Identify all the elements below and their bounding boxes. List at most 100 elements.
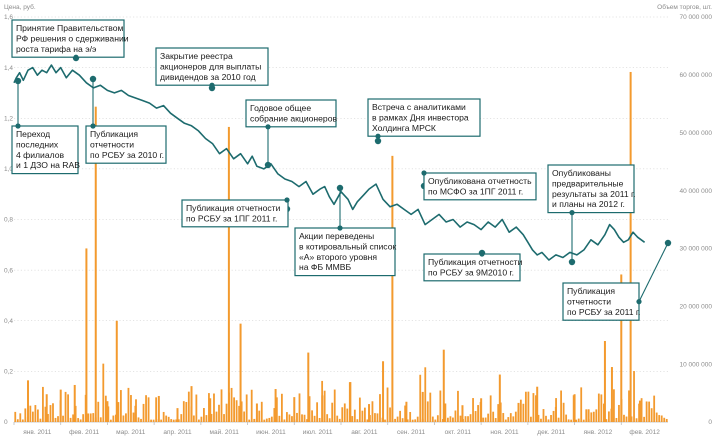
volume-bar-daily xyxy=(220,389,223,422)
volume-bar xyxy=(27,380,30,422)
volume-bar-daily xyxy=(389,407,391,422)
volume-bar xyxy=(227,126,230,422)
volume-bar-daily xyxy=(286,412,288,422)
volume-bar-daily xyxy=(592,411,595,422)
x-tick-label: фев. 2012 xyxy=(629,429,660,436)
annotation-text: в рамках Дня инвестора xyxy=(372,112,469,122)
annotation-anchor xyxy=(15,123,21,129)
volume-bar-daily xyxy=(444,403,447,422)
volume-bar-daily xyxy=(602,403,605,422)
volume-bar-daily xyxy=(379,394,381,422)
volume-bar-daily xyxy=(210,413,213,422)
volume-bar-daily xyxy=(449,416,452,422)
volume-bar-daily xyxy=(424,367,427,422)
volume-bar-daily xyxy=(645,401,648,422)
volume-bar-daily xyxy=(263,419,266,422)
annotation-frame xyxy=(11,19,125,58)
volume-bar-daily xyxy=(454,410,457,422)
annotation-anchor xyxy=(90,123,96,129)
volume-bar-daily xyxy=(650,408,653,422)
x-tick-label: янв. 2011 xyxy=(23,429,52,436)
volume-bar-daily xyxy=(49,405,52,422)
annotation-frame xyxy=(294,227,396,277)
annotation-marker xyxy=(374,137,382,145)
volume-bar-daily xyxy=(258,410,261,422)
volume-bar-daily xyxy=(487,413,490,422)
volume-bar-daily xyxy=(147,397,150,422)
annotation-text: предварительные xyxy=(552,178,624,188)
volume-bar-daily xyxy=(142,403,145,422)
volume-bar-daily xyxy=(250,389,253,422)
volume-bar-daily xyxy=(225,403,228,422)
volume-bar-daily xyxy=(658,415,661,422)
volume-bar-daily xyxy=(313,415,316,422)
volume-bar-daily xyxy=(406,419,409,422)
left-tick-label: 1,6 xyxy=(4,14,13,21)
volume-bar-daily xyxy=(472,398,474,422)
volume-bar-daily xyxy=(522,403,525,422)
volume-bar xyxy=(368,404,371,422)
volume-bar-daily xyxy=(633,371,635,422)
right-tick-label: 40 000 000 xyxy=(679,188,712,195)
volume-bar-daily xyxy=(421,418,424,422)
volume-bar-daily xyxy=(82,414,85,422)
volume-bar-daily xyxy=(575,419,578,422)
volume-bar xyxy=(405,401,408,422)
volume-bar-daily xyxy=(84,394,87,422)
volume-bar xyxy=(176,408,179,422)
volume-bar-daily xyxy=(21,419,24,422)
volume-bar-daily xyxy=(223,414,225,422)
volume-bar-daily xyxy=(587,419,590,422)
volume-bar-daily xyxy=(384,419,386,422)
volume-bar-daily xyxy=(240,401,243,422)
annotation-marker xyxy=(89,75,97,83)
volume-bar-daily xyxy=(255,418,258,422)
volume-bar-daily xyxy=(439,390,442,422)
annotation-anchor xyxy=(73,54,79,60)
volume-bar-daily xyxy=(653,395,656,422)
volume-bar-daily xyxy=(137,417,140,422)
volume-bar xyxy=(536,386,539,422)
volume-bar-daily xyxy=(328,418,331,422)
volume-bar-daily xyxy=(165,415,168,422)
volume-bar-daily xyxy=(291,416,293,422)
volume-bar-daily xyxy=(497,404,500,422)
x-tick-label: май. 2011 xyxy=(210,428,240,436)
x-tick-label: авг. 2011 xyxy=(351,429,378,436)
volume-bar-daily xyxy=(92,413,95,422)
x-tick-label: янв. 2012 xyxy=(584,429,613,436)
volume-bar-daily xyxy=(452,417,454,422)
volume-bar-daily xyxy=(429,392,432,422)
volume-bar xyxy=(620,274,623,422)
volume-bar-daily xyxy=(502,413,505,422)
volume-bar-daily xyxy=(655,412,658,422)
volume-bar-daily xyxy=(29,405,32,422)
volume-bar-daily xyxy=(562,402,565,422)
annotation-text: роста тарифа на э/э xyxy=(16,44,97,54)
annotation-text: Акции переведены xyxy=(299,231,374,241)
right-axis: 0 10 000 000 20 000 000 30 000 000 40 000 00… xyxy=(679,14,712,426)
volume-bar-daily xyxy=(14,411,17,422)
left-tick-label: 0,8 xyxy=(4,217,13,224)
annotation-leader xyxy=(638,242,669,302)
volume-bar-daily xyxy=(474,411,477,422)
volume-bar-daily xyxy=(565,414,568,422)
volume-bar-daily xyxy=(31,411,34,422)
volume-bar-daily xyxy=(567,419,570,422)
volume-bar-daily xyxy=(230,387,233,422)
volume-bar xyxy=(307,352,310,422)
volume-bar-daily xyxy=(243,411,246,422)
volume-bar-daily xyxy=(338,418,341,422)
volume-bar-daily xyxy=(401,418,404,422)
volume-bar-daily xyxy=(457,390,459,422)
volume-bar-daily xyxy=(170,419,173,422)
volume-bar-daily xyxy=(628,390,630,422)
volume-bar-daily xyxy=(79,419,82,422)
annotation-text: по РСБУ за 9М2010 г. xyxy=(428,267,514,277)
volume-bar-daily xyxy=(504,419,507,422)
annotation-anchor xyxy=(284,197,290,203)
volume-bar xyxy=(610,367,613,422)
